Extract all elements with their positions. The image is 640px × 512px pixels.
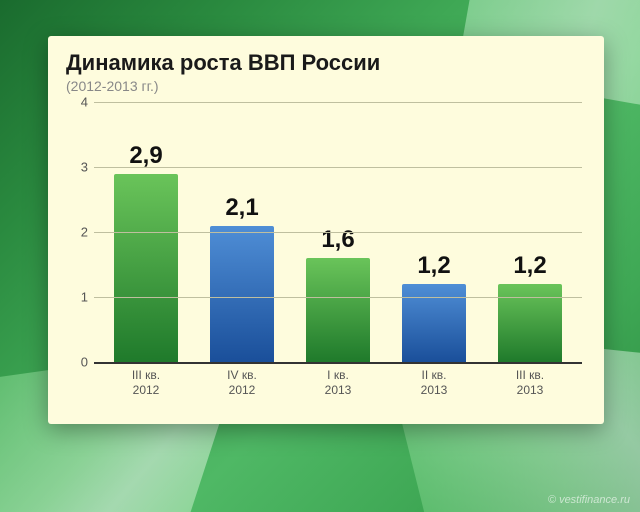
x-axis-labels: III кв.2012IV кв.2012I кв.2013II кв.2013… [94, 364, 582, 402]
y-tick-label: 4 [66, 95, 88, 110]
gridline [94, 102, 582, 103]
chart-card: Динамика роста ВВП России (2012-2013 гг.… [48, 36, 604, 424]
x-tick-label: III кв.2013 [482, 364, 578, 402]
bar-value-label: 1,6 [321, 226, 354, 254]
gridline [94, 297, 582, 298]
x-tick-label: III кв.2012 [98, 364, 194, 402]
bar-value-label: 2,1 [225, 194, 258, 222]
chart-subtitle: (2012-2013 гг.) [66, 78, 586, 94]
plot-area: 2,9 2,1 1,6 1,2 1,2 [94, 102, 582, 362]
y-tick-label: 2 [66, 225, 88, 240]
gridline [94, 167, 582, 168]
bar [306, 258, 369, 362]
bar-value-label: 2,9 [129, 142, 162, 170]
chart-plot: 01234 2,92,11,61,21,2 III кв.2012IV кв.2… [66, 102, 586, 402]
bar [210, 226, 273, 363]
x-tick-label: II кв.2013 [386, 364, 482, 402]
bar [402, 284, 465, 362]
x-tick-label: IV кв.2012 [194, 364, 290, 402]
watermark: © vestifinance.ru [548, 494, 630, 506]
gridline [94, 232, 582, 233]
y-tick-label: 3 [66, 160, 88, 175]
y-axis: 01234 [66, 102, 88, 362]
chart-title: Динамика роста ВВП России [66, 50, 586, 76]
bar-value-label: 1,2 [417, 252, 450, 280]
y-tick-label: 0 [66, 355, 88, 370]
bar [498, 284, 561, 362]
y-tick-label: 1 [66, 290, 88, 305]
bar [114, 174, 177, 363]
bar-value-label: 1,2 [513, 252, 546, 280]
x-tick-label: I кв.2013 [290, 364, 386, 402]
